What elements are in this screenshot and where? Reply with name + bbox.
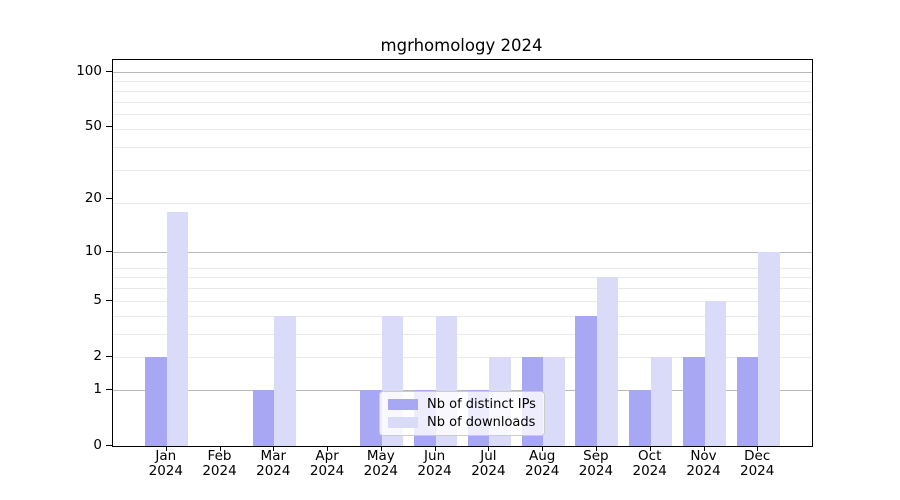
gridline-minor-8 (113, 267, 812, 269)
gridline-minor-69 (113, 101, 812, 103)
x-tick-label-jun: Jun 2024 (417, 448, 452, 479)
legend: Nb of distinct IPs Nb of downloads (379, 391, 545, 436)
y-tick-label-5: 5 (93, 291, 102, 308)
x-tick-label-sep: Sep 2024 (578, 448, 614, 479)
x-tick-label-nov: Nov 2024 (686, 448, 721, 479)
y-tick-mark-50 (106, 126, 112, 128)
x-tick-label-jan: Jan 2024 (148, 448, 183, 479)
y-tick-mark-100 (106, 70, 112, 72)
y-tick-mark-2 (106, 356, 112, 357)
x-tick-mark-aug (542, 446, 544, 451)
gridline-minor-79 (113, 90, 812, 92)
gridline-major-10 (113, 251, 812, 253)
y-tick-label-2: 2 (93, 348, 102, 364)
bar-distinct-ips-sep (575, 315, 597, 446)
gridline-minor-39 (113, 147, 812, 148)
x-tick-label-aug: Aug 2024 (525, 448, 560, 479)
x-tick-label-oct: Oct 2024 (632, 448, 667, 479)
gridline-minor-5 (113, 300, 812, 302)
x-tick-label-jul: Jul 2024 (471, 448, 506, 479)
x-tick-mark-apr (327, 446, 329, 451)
bar-distinct-ips-dec (736, 357, 759, 446)
gridline-minor-4 (113, 315, 812, 317)
x-tick-mark-oct (649, 446, 651, 451)
y-tick-mark-0 (106, 445, 112, 446)
y-tick-label-20: 20 (84, 190, 102, 207)
bar-downloads-mar (274, 315, 296, 446)
y-tick-mark-5 (106, 299, 112, 301)
legend-item-downloads: Nb of downloads (388, 415, 536, 430)
x-tick-mark-nov (703, 446, 705, 451)
legend-label-distinct-ips: Nb of distinct IPs (427, 397, 536, 412)
y-tick-label-0: 0 (93, 437, 102, 453)
gridline-minor-19 (113, 203, 812, 205)
legend-label-downloads: Nb of downloads (427, 415, 536, 430)
bar-downloads-aug (543, 357, 565, 446)
y-tick-mark-20 (106, 198, 112, 200)
x-tick-mark-jun (434, 446, 436, 451)
plot-area: Nb of distinct IPs Nb of downloads (112, 59, 813, 447)
x-tick-mark-jul (488, 446, 490, 451)
bar-distinct-ips-nov (683, 357, 705, 446)
x-tick-label-apr: Apr 2024 (309, 448, 345, 479)
x-tick-mark-sep (595, 446, 597, 451)
x-tick-mark-feb (219, 446, 221, 451)
gridline-minor-2 (113, 357, 812, 358)
legend-item-distinct-ips: Nb of distinct IPs (388, 397, 536, 412)
gridline-major-100 (113, 71, 812, 73)
legend-swatch-downloads (388, 417, 418, 428)
x-tick-mark-mar (273, 446, 275, 451)
y-tick-mark-10 (106, 250, 112, 252)
bar-distinct-ips-mar (252, 389, 275, 446)
gridline-minor-3 (113, 333, 812, 335)
bar-downloads-nov (704, 300, 726, 446)
x-tick-mark-jan (165, 446, 167, 451)
y-tick-label-1: 1 (93, 380, 102, 397)
chart-title: mgrhomology 2024 (380, 36, 543, 55)
bar-downloads-dec (758, 251, 780, 446)
x-tick-mark-may (380, 446, 382, 451)
gridline-minor-59 (113, 114, 812, 116)
gridline-minor-6 (113, 288, 812, 290)
gridline-major-1 (113, 389, 812, 391)
gridline-minor-29 (113, 170, 812, 172)
bar-distinct-ips-jan (145, 357, 167, 446)
x-tick-label-mar: Mar 2024 (256, 448, 291, 479)
bar-downloads-oct (650, 357, 673, 446)
bar-distinct-ips-may (360, 389, 382, 446)
gridline-minor-49 (113, 128, 812, 130)
y-tick-mark-1 (106, 388, 112, 390)
y-tick-label-50: 50 (84, 118, 102, 135)
y-tick-label-10: 10 (84, 242, 102, 259)
y-tick-label-100: 100 (76, 62, 102, 79)
x-tick-label-dec: Dec 2024 (740, 448, 775, 479)
gridline-minor-7 (113, 277, 812, 279)
bar-downloads-sep (596, 277, 619, 446)
x-tick-mark-dec (757, 446, 759, 451)
gridline-minor-89 (113, 81, 812, 83)
bar-downloads-jan (166, 211, 189, 446)
bar-distinct-ips-oct (629, 389, 651, 446)
x-tick-label-feb: Feb 2024 (202, 448, 237, 479)
x-tick-label-may: May 2024 (363, 448, 398, 479)
legend-swatch-distinct-ips (388, 399, 418, 410)
